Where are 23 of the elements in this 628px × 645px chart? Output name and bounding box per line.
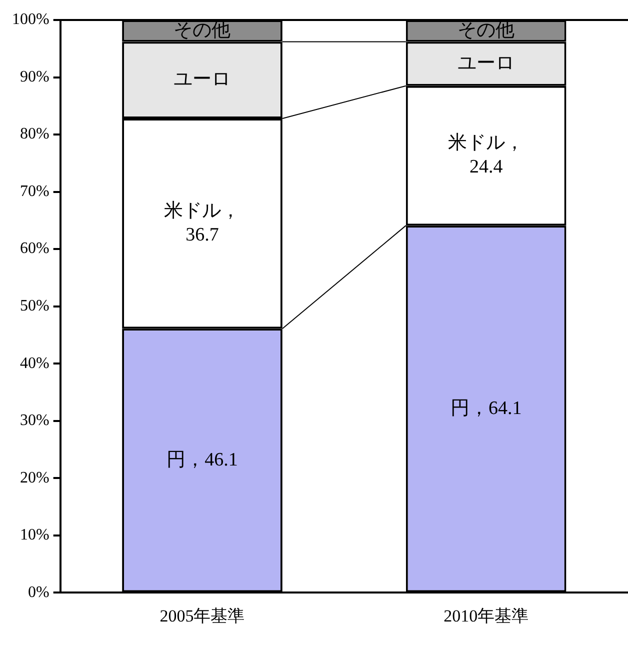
y-tick-label: 100% (12, 11, 50, 28)
text: ユーロ (174, 69, 231, 90)
x-tick-label: 2005年基準 (160, 606, 245, 626)
x-tick-label: 2010年基準 (444, 606, 529, 626)
series-label: ユーロ (458, 52, 515, 74)
data-label: 36.7 (186, 224, 219, 246)
y-tick-label: 0% (28, 584, 50, 601)
y-tick-label: 40% (20, 354, 50, 372)
text: 円，46.1 (166, 449, 238, 470)
y-tick-label: 20% (20, 469, 50, 486)
y-tick-label: 10% (20, 526, 50, 544)
y-tick-label: 90% (20, 68, 50, 86)
y-tick-label: 30% (20, 412, 50, 430)
y-tick-label: 60% (20, 240, 50, 258)
data-label: 24.4 (469, 156, 504, 178)
y-tick-label: 50% (20, 298, 50, 315)
text: その他 (458, 20, 515, 41)
series-label: その他 (174, 20, 231, 41)
text: 円，64.1 (450, 398, 522, 419)
y-tick-label: 70% (20, 182, 50, 200)
text: 米ドル， (448, 132, 524, 154)
y-tick-label: 80% (20, 126, 50, 143)
series-label: 米ドル， (164, 200, 240, 222)
